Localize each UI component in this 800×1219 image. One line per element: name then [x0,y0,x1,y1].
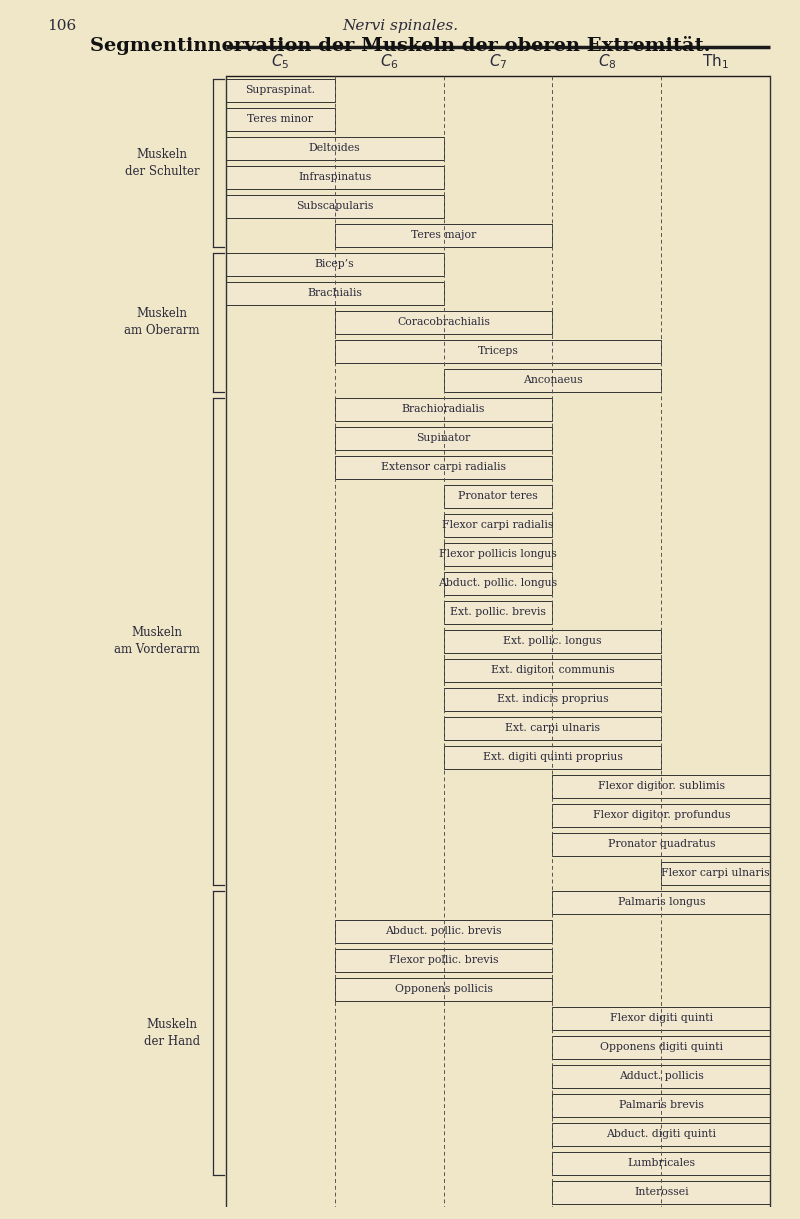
Bar [443,688,662,711]
Text: Ext. pollic. brevis: Ext. pollic. brevis [450,607,546,617]
Text: $C_5$: $C_5$ [271,52,290,71]
Text: Brachioradialis: Brachioradialis [402,405,486,414]
Text: Ext. carpi ulnaris: Ext. carpi ulnaris [505,723,600,734]
Text: Palmaris brevis: Palmaris brevis [619,1101,704,1111]
Bar [334,340,662,363]
Bar [334,224,553,247]
Bar [553,803,770,826]
Bar [553,1036,770,1059]
Bar [443,746,662,769]
Text: Abduct. digiti quinti: Abduct. digiti quinti [606,1129,716,1140]
Text: Ext. pollic. longus: Ext. pollic. longus [503,636,602,646]
Bar [334,978,553,1001]
Text: Brachialis: Brachialis [307,289,362,299]
Text: Nervi spinales.: Nervi spinales. [342,20,458,33]
Text: Ext. digitor. communis: Ext. digitor. communis [490,666,614,675]
Text: Abduct. pollic. brevis: Abduct. pollic. brevis [386,926,502,936]
Bar [553,833,770,856]
Bar [226,252,443,275]
Bar [334,311,553,334]
Text: Infraspinatus: Infraspinatus [298,172,371,183]
Text: Flexor digitor. sublimis: Flexor digitor. sublimis [598,781,725,791]
Bar [553,1181,770,1204]
Bar [443,514,553,538]
Text: Opponens pollicis: Opponens pollicis [394,985,493,995]
Bar [553,1123,770,1146]
Bar [334,427,553,450]
Bar [334,397,553,421]
Text: Ext. indicis proprius: Ext. indicis proprius [497,695,608,705]
Bar [226,79,334,102]
Text: Supraspinat.: Supraspinat. [246,85,315,95]
Bar [443,369,662,393]
Text: Extensor carpi radialis: Extensor carpi radialis [381,462,506,473]
Text: Flexor digiti quinti: Flexor digiti quinti [610,1013,713,1023]
Text: Muskeln
der Hand: Muskeln der Hand [143,1018,200,1048]
Text: Flexor pollic. brevis: Flexor pollic. brevis [389,956,498,965]
Text: $C_7$: $C_7$ [489,52,507,71]
Bar [226,107,334,132]
Text: Teres minor: Teres minor [247,115,313,124]
Bar [226,166,443,189]
Text: Muskeln
am Oberarm: Muskeln am Oberarm [124,307,200,338]
Text: Muskeln
am Vorderarm: Muskeln am Vorderarm [114,627,200,656]
Text: Pronator teres: Pronator teres [458,491,538,501]
Bar [443,485,553,508]
Text: 106: 106 [47,20,77,33]
Text: Bicep’s: Bicep’s [315,260,354,269]
Text: Flexor digitor. profundus: Flexor digitor. profundus [593,811,730,820]
Text: Anconaeus: Anconaeus [522,375,582,385]
Bar [334,456,553,479]
Bar [443,572,553,595]
Bar [226,195,443,218]
Bar [662,862,770,885]
Text: Pronator quadratus: Pronator quadratus [607,840,715,850]
Bar [553,891,770,914]
Text: Flexor pollicis longus: Flexor pollicis longus [439,550,557,560]
Text: Palmaris longus: Palmaris longus [618,897,705,907]
Text: Coracobrachialis: Coracobrachialis [397,317,490,328]
Text: Adduct. pollicis: Adduct. pollicis [619,1072,704,1081]
Text: Teres major: Teres major [411,230,476,240]
Text: Ext. digiti quinti proprius: Ext. digiti quinti proprius [482,752,622,762]
Bar [443,630,662,653]
Text: Subscapularis: Subscapularis [296,201,374,211]
Text: Supinator: Supinator [417,434,470,444]
Bar [226,137,443,160]
Bar [443,658,662,681]
Text: Muskeln
der Schulter: Muskeln der Schulter [125,147,200,178]
Text: Flexor carpi radialis: Flexor carpi radialis [442,521,554,530]
Bar [334,920,553,944]
Bar [443,542,553,566]
Bar [443,601,553,624]
Bar [553,1007,770,1030]
Bar [553,1152,770,1175]
Text: $C_6$: $C_6$ [380,52,398,71]
Text: $\mathrm{Th}_1$: $\mathrm{Th}_1$ [702,52,730,71]
Bar [553,775,770,798]
Text: Flexor carpi ulnaris: Flexor carpi ulnaris [662,868,770,879]
Text: Interossei: Interossei [634,1187,689,1197]
Text: Lumbricales: Lumbricales [627,1158,695,1168]
Bar [553,1093,770,1117]
Bar [226,282,443,305]
Bar [334,948,553,972]
Text: $C_8$: $C_8$ [598,52,616,71]
Bar [443,717,662,740]
Text: Abduct. pollic. longus: Abduct. pollic. longus [438,578,558,589]
Text: Opponens digiti quinti: Opponens digiti quinti [600,1042,723,1052]
Text: Triceps: Triceps [478,346,518,356]
Text: Deltoides: Deltoides [309,144,361,154]
Text: Segmentinnervation der Muskeln der oberen Extremität.: Segmentinnervation der Muskeln der obere… [90,37,710,55]
Bar [553,1064,770,1087]
